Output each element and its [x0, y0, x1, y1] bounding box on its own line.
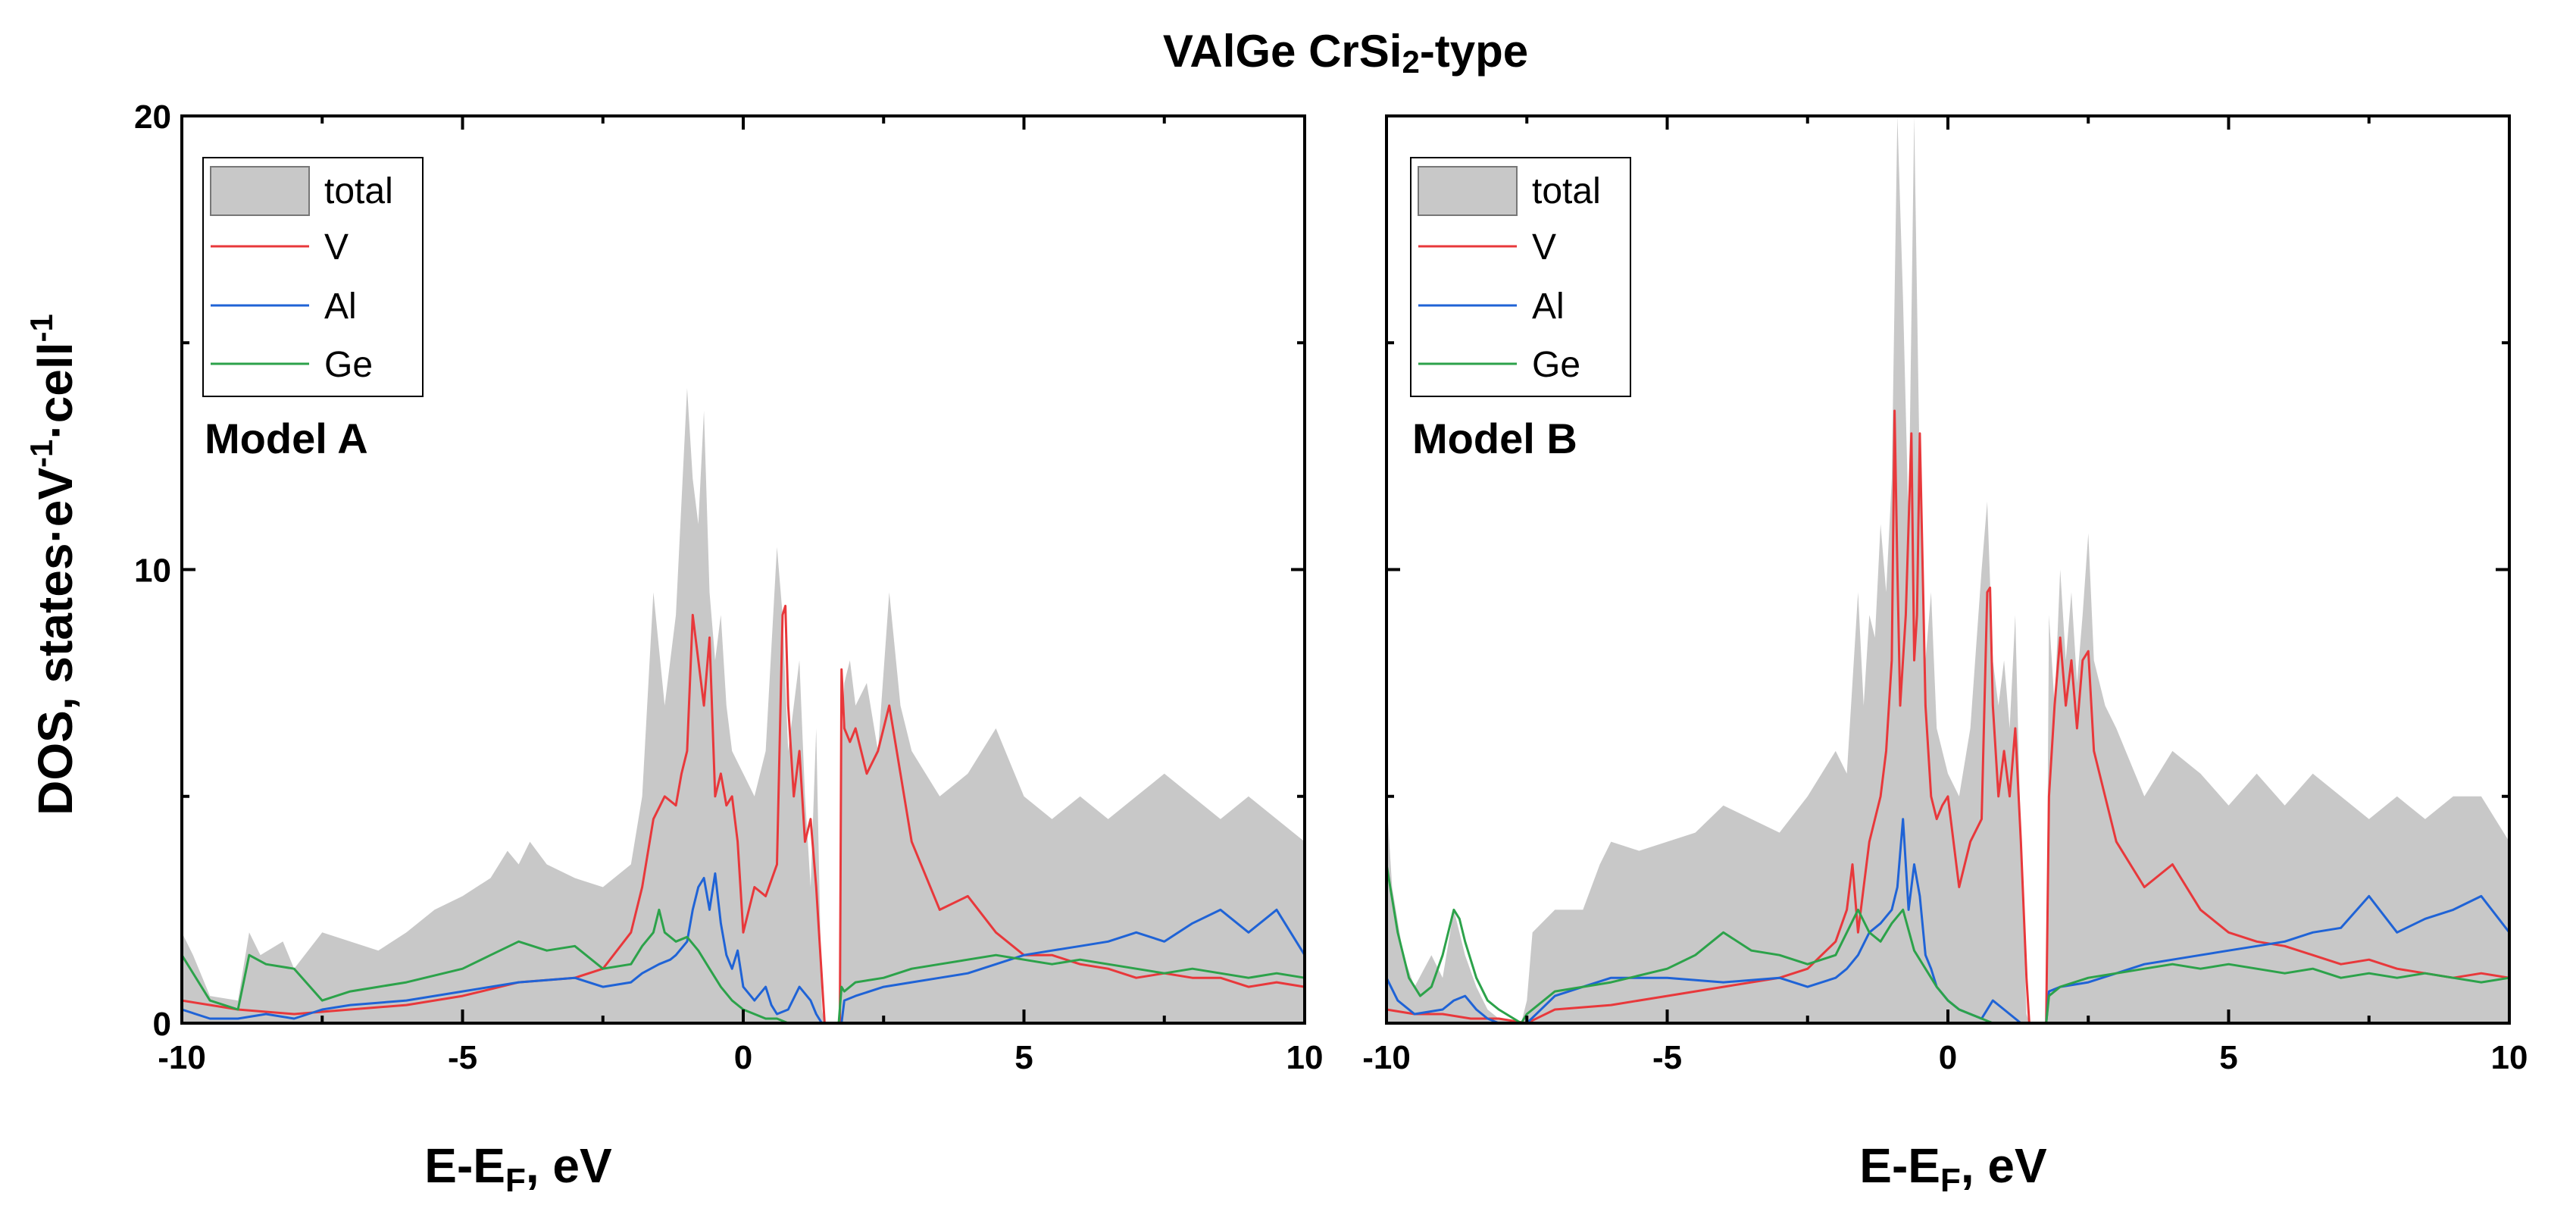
- x-axis-label-left: E-EF, eV: [424, 1138, 612, 1199]
- legend-swatch-total: [210, 166, 310, 216]
- x-tick-label: 10: [2491, 1039, 2528, 1076]
- x-tick-label: -10: [158, 1039, 206, 1076]
- x-tick-label: 0: [1939, 1039, 1957, 1076]
- x-tick-label: 0: [734, 1039, 752, 1076]
- legend-model-a: total V Al Ge: [202, 157, 424, 397]
- series-ge-line: [1385, 864, 2510, 1025]
- y-tick-label: 0: [153, 1006, 171, 1043]
- series-ge-line: [180, 908, 1305, 1025]
- panel-model-a: -10 -5 0 5 10 0 10 20 total V Al Ge Model A: [134, 99, 1323, 1076]
- legend-label-v: V: [324, 227, 349, 268]
- ticks-model-a: -10 -5 0 5 10 0 10 20: [134, 99, 1323, 1076]
- legend-model-b: total V Al Ge: [1410, 157, 1631, 397]
- legend-label-ge: Ge: [1532, 345, 1580, 385]
- x-tick-label: 5: [1014, 1039, 1033, 1076]
- y-tick-label: 20: [134, 99, 171, 136]
- plot-area-model-b: [1385, 116, 2511, 1025]
- series-total-area: [182, 388, 1305, 1023]
- plot-area-model-a: [180, 388, 1306, 1025]
- figure-title: VAlGe CrSi2-type: [1163, 26, 1528, 80]
- x-tick-label: -10: [1362, 1039, 1411, 1076]
- model-label-a: Model A: [205, 415, 368, 462]
- legend-label-total: total: [1532, 171, 1601, 211]
- y-axis-label: DOS, states·eV-1·cell-1: [23, 314, 83, 815]
- legend-label-v: V: [1532, 227, 1556, 268]
- series-al-line: [181, 872, 1306, 1025]
- legend-label-al: Al: [324, 286, 357, 327]
- legend-label-total: total: [324, 171, 393, 211]
- x-tick-label: 10: [1286, 1039, 1324, 1076]
- model-label-b: Model B: [1412, 415, 1577, 462]
- series-v-line: [1386, 409, 2510, 1025]
- legend-label-al: Al: [1532, 286, 1565, 327]
- panel-model-b: -10 -5 0 5 10 total V Al Ge Model B: [1362, 114, 2528, 1076]
- legend-swatch-total: [1418, 166, 1518, 216]
- x-tick-label: 5: [2219, 1039, 2237, 1076]
- series-v-line: [181, 604, 1305, 1025]
- y-tick-label: 10: [134, 553, 171, 590]
- legend-label-ge: Ge: [324, 345, 373, 385]
- ticks-model-b: -10 -5 0 5 10: [1362, 114, 2528, 1076]
- x-tick-label: -5: [448, 1039, 477, 1076]
- x-tick-label: -5: [1652, 1039, 1682, 1076]
- x-axis-label-right: E-EF, eV: [1859, 1138, 2047, 1199]
